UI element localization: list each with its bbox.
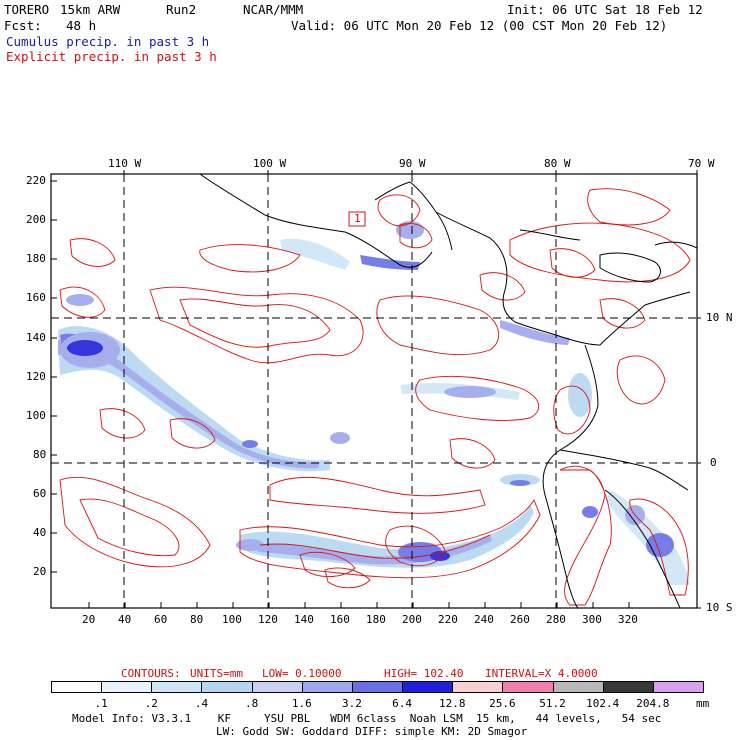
x-tick: 40 bbox=[118, 613, 132, 626]
colorbar-swatch bbox=[101, 681, 153, 693]
colorbar-label: .4 bbox=[194, 697, 209, 710]
x-tick: 60 bbox=[154, 613, 168, 626]
physics-info: LW: Godd SW: Goddard DIFF: simple KM: 2D… bbox=[216, 725, 528, 738]
colorbar-label: 102.4 bbox=[586, 697, 620, 710]
y-tick: 140 bbox=[26, 331, 46, 344]
contours-label: CONTOURS: bbox=[121, 667, 181, 680]
colorbar-label: 204.8 bbox=[636, 697, 670, 710]
x-tick: 240 bbox=[474, 613, 494, 626]
x-tick: 220 bbox=[438, 613, 458, 626]
run-label: Run2 bbox=[166, 2, 197, 17]
lon-label-90w: 90 W bbox=[399, 157, 426, 170]
colorbar-label: .8 bbox=[244, 697, 259, 710]
x-tick: 260 bbox=[510, 613, 530, 626]
org-label: NCAR/MMM bbox=[243, 2, 304, 17]
x-tick: 80 bbox=[190, 613, 204, 626]
x-tick: 100 bbox=[222, 613, 242, 626]
init-time: Init: 06 UTC Sat 18 Feb 12 bbox=[507, 2, 703, 17]
y-tick: 80 bbox=[33, 448, 47, 461]
latlon-grid bbox=[51, 174, 697, 608]
model-name: TORERO bbox=[4, 2, 50, 17]
resolution-label: 15km ARW bbox=[60, 2, 121, 17]
colorbar-units: mm bbox=[696, 697, 710, 710]
lon-label-80w: 80 W bbox=[544, 157, 571, 170]
x-tick: 180 bbox=[366, 613, 386, 626]
y-tick: 20 bbox=[33, 565, 47, 578]
y-tick: 120 bbox=[26, 370, 46, 383]
station-marker-label: 1 bbox=[354, 212, 361, 225]
x-tick: 320 bbox=[618, 613, 638, 626]
colorbar-label: 51.2 bbox=[539, 697, 566, 710]
contours-high: HIGH= 102.40 bbox=[384, 667, 464, 680]
x-tick: 20 bbox=[82, 613, 96, 626]
lon-label-70w: 70 W bbox=[688, 157, 715, 170]
fcst-label: Fcst: bbox=[4, 18, 42, 33]
colorbar-swatch bbox=[51, 681, 103, 693]
x-tick: 120 bbox=[258, 613, 278, 626]
colorbar-label: 3.2 bbox=[341, 697, 362, 710]
y-tick: 200 bbox=[26, 213, 46, 226]
contours-units: UNITS=mm bbox=[190, 667, 243, 680]
colorbar-swatch bbox=[552, 681, 604, 693]
colorbar-label: 6.4 bbox=[392, 697, 412, 710]
x-tick: 300 bbox=[582, 613, 602, 626]
lat-label-10n: 10 N bbox=[706, 311, 733, 324]
fcst-value: 48 h bbox=[66, 18, 97, 33]
y-tick: 180 bbox=[26, 252, 46, 265]
colorbar-label: .1 bbox=[94, 697, 108, 710]
cumulus-legend: Cumulus precip. in past 3 h bbox=[6, 34, 210, 49]
colorbar-swatch bbox=[351, 681, 404, 693]
colorbar-swatch bbox=[201, 681, 253, 693]
colorbar-label: .2 bbox=[144, 697, 158, 710]
colorbar-swatch bbox=[151, 681, 203, 693]
model-info: Model Info: V3.3.1 KF YSU PBL WDM 6class… bbox=[72, 712, 662, 725]
colorbar-swatch bbox=[251, 681, 303, 693]
x-tick: 160 bbox=[330, 613, 350, 626]
colorbar-swatch bbox=[502, 681, 554, 693]
y-tick: 100 bbox=[26, 409, 46, 422]
colorbar-swatch bbox=[452, 681, 504, 693]
x-tick: 140 bbox=[294, 613, 314, 626]
lon-label-100w: 100 W bbox=[253, 157, 287, 170]
valid-time: Valid: 06 UTC Mon 20 Feb 12 (00 CST Mon … bbox=[291, 18, 668, 33]
lat-label-10s: 10 S bbox=[706, 601, 733, 614]
colorbar-swatch bbox=[602, 681, 654, 693]
colorbar-label: 12.8 bbox=[438, 697, 466, 710]
colorbar-swatch bbox=[301, 681, 353, 693]
colorbar-swatch bbox=[402, 681, 454, 693]
coastlines bbox=[199, 174, 697, 608]
colorbar-label: 1.6 bbox=[291, 697, 312, 710]
x-tick: 200 bbox=[402, 613, 422, 626]
explicit-contours bbox=[59, 188, 691, 606]
x-tick: 280 bbox=[546, 613, 566, 626]
lat-label-0: 0 bbox=[710, 456, 717, 469]
y-tick: 160 bbox=[26, 291, 46, 304]
y-tick: 60 bbox=[33, 487, 47, 500]
y-tick: 40 bbox=[33, 526, 47, 539]
contours-low: LOW= 0.10000 bbox=[262, 667, 342, 680]
y-tick: 220 bbox=[26, 174, 46, 187]
lon-label-110w: 110 W bbox=[108, 157, 142, 170]
explicit-legend: Explicit precip. in past 3 h bbox=[6, 49, 217, 64]
colorbar-label: 25.6 bbox=[489, 697, 516, 710]
colorbar-swatch bbox=[652, 681, 704, 693]
map-frame bbox=[50, 173, 698, 609]
contours-interval: INTERVAL=X 4.0000 bbox=[485, 667, 598, 680]
